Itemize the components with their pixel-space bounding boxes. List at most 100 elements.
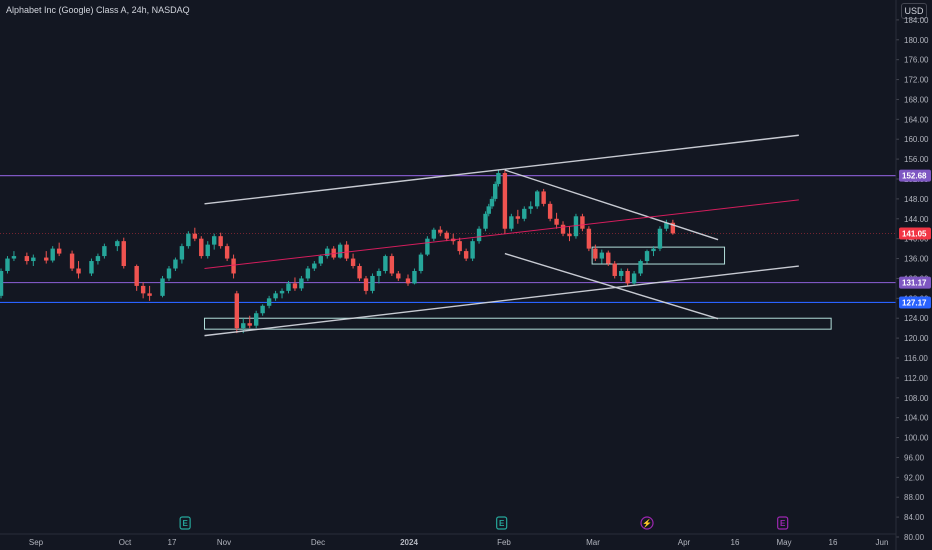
price-tick-label-19: 108.00 [904,394,929,403]
candle-body-44 [305,268,311,279]
candle-body-41 [286,283,291,291]
candle-body-39 [273,293,278,299]
candle-body-26 [192,233,198,239]
candle-body-43 [299,278,304,289]
candle-body-16 [115,241,120,247]
candle-body-35 [247,323,252,326]
supply-zone [591,246,726,265]
demand-zone [204,317,832,330]
candle-body-15 [102,246,107,257]
price-tick-label-6: 160.00 [904,135,929,144]
channel-lower-line [204,265,799,337]
candle-body-20 [147,293,152,296]
candle-body-11 [69,253,75,269]
candle-body-70 [476,228,482,242]
candle-body-7 [31,257,36,262]
candle-body-78 [515,216,521,219]
candle-body-55 [376,270,382,276]
candle-body-88 [580,216,585,229]
candle-body-83 [547,203,553,219]
candle-body-24 [179,246,185,260]
trendlines [204,134,799,337]
time-tick-label-11: 16 [829,538,838,547]
time-tick-label-9: 16 [731,538,740,547]
candle-body-64 [438,229,443,233]
candle-body-34 [241,323,246,329]
candle-body-101 [664,222,669,229]
candle-body-84 [554,218,559,225]
candle-body-77 [509,216,514,229]
price-tick-label-24: 88.00 [904,493,925,502]
candle-body-80 [528,206,533,209]
price-tick-label-3: 172.00 [904,76,929,85]
candle-body-87 [573,216,579,237]
event-label-0: E [182,519,188,528]
candle-body-98 [644,251,650,262]
price-badge-label-0: 152.68 [902,172,927,181]
candle-body-76 [502,173,508,229]
price-tick-label-5: 164.00 [904,115,929,124]
candle-body-75 [496,173,501,184]
time-tick-label-12: Jun [876,538,889,547]
candle-body-21 [160,278,165,296]
candle-body-58 [396,273,401,279]
earnings-icon-0 [179,516,191,530]
candle-body-97 [638,261,643,274]
price-tick-label-9: 148.00 [904,195,929,204]
candle-body-95 [625,270,630,284]
time-tick-label-0: Sep [29,538,44,547]
candle-body-85 [560,224,566,234]
price-badge-2 [899,276,931,289]
event-label-2: ⚡ [642,518,652,528]
candle-body-99 [651,248,656,252]
price-tick-label-7: 156.00 [904,155,929,164]
candle-body-12 [76,268,81,274]
candle-body-30 [218,236,223,247]
event-label-3: E [780,519,786,528]
candle-body-38 [266,298,272,306]
time-tick-label-6: Feb [497,538,511,547]
candle-body-6 [24,256,30,262]
wedge-lower-line [504,252,719,320]
price-tick-label-22: 96.00 [904,453,925,462]
candle-body-90 [593,248,598,259]
price-tick-label-1: 180.00 [904,36,929,45]
price-tick-label-12: 136.00 [904,255,929,264]
time-tick-label-8: Apr [678,538,691,547]
candle-body-3 [0,270,4,296]
candle-body-14 [95,256,101,262]
candle-body-79 [522,208,527,219]
time-tick-label-1: Oct [119,538,132,547]
candle-body-23 [173,259,178,269]
candle-body-49 [337,244,343,258]
price-tick-label-21: 100.00 [904,434,929,443]
price-tick-label-17: 116.00 [904,354,928,363]
candle-body-69 [470,241,475,259]
wedge-upper-line [504,169,719,241]
candle-body-59 [405,278,411,284]
candle-body-18 [134,266,139,286]
currency-button[interactable]: USD [901,3,927,19]
candle-body-100 [657,228,663,249]
regression-line [204,199,799,269]
candle-body-102 [670,222,676,234]
candle-body-5 [11,256,17,259]
candle-body-82 [541,191,546,204]
candle-body-68 [463,251,469,259]
candle-body-63 [431,229,437,239]
candle-body-4 [5,258,10,271]
price-tick-label-18: 112.00 [904,374,928,383]
event-markers: E E ⚡ E [179,516,789,530]
candle-body-27 [199,238,204,257]
time-tick-label-3: Nov [217,538,231,547]
horizontal-levels [0,175,896,304]
chart-title: Alphabet Inc (Google) Class A, 24h, NASD… [6,5,190,15]
candle-body-89 [586,228,592,249]
candle-body-32 [231,258,236,274]
price-tick-label-23: 92.00 [904,473,925,482]
candle-body-29 [212,236,217,245]
candle-body-31 [224,246,230,259]
candle-body-86 [567,233,572,237]
candle-body-94 [618,270,624,276]
